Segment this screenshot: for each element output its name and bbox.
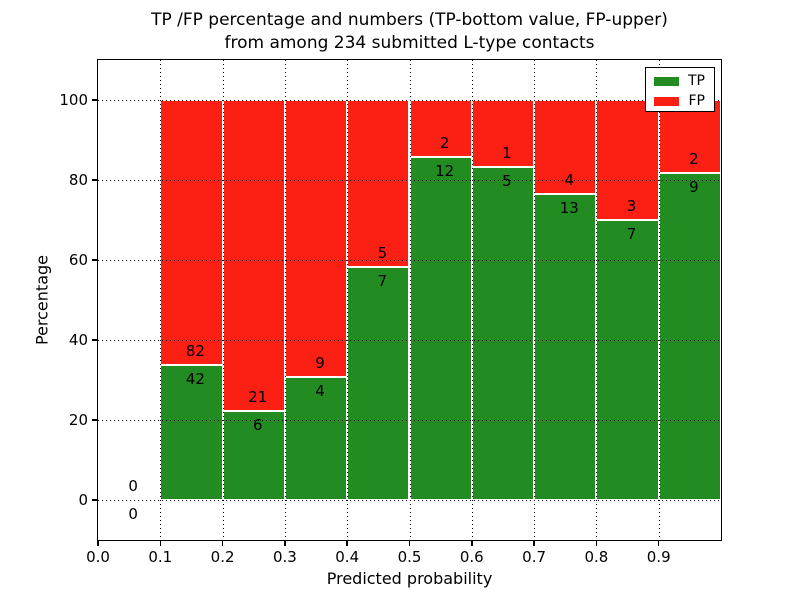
y-tick-label: 80 bbox=[68, 171, 88, 189]
x-tick-mark bbox=[471, 540, 473, 546]
x-tick-mark bbox=[221, 540, 224, 546]
chart-title-line-1: TP /FP percentage and numbers (TP-bottom… bbox=[151, 10, 668, 30]
x-tick-label: 0.6 bbox=[459, 548, 484, 566]
legend-entry: FP bbox=[646, 93, 714, 110]
tp-count-label: 13 bbox=[559, 199, 579, 218]
x-tick-label: 0.0 bbox=[86, 548, 110, 566]
bar-segment-fp bbox=[347, 100, 410, 267]
vertical-gridline bbox=[409, 60, 411, 540]
bar-segment-fp bbox=[658, 100, 721, 173]
fp-count-label: 5 bbox=[377, 243, 388, 262]
bar-segment-tp bbox=[534, 194, 597, 500]
bar-segment-fp bbox=[534, 100, 597, 195]
legend-swatch-fp bbox=[654, 97, 679, 106]
x-tick-label: 0.1 bbox=[148, 548, 173, 566]
tp-count-label: 9 bbox=[689, 177, 699, 196]
y-tick-label: 60 bbox=[68, 251, 88, 269]
x-tick-label: 0.3 bbox=[272, 548, 297, 566]
y-axis-label: Percentage bbox=[32, 254, 52, 346]
fp-count-label: 9 bbox=[315, 353, 325, 372]
legend-entry: TP bbox=[646, 73, 714, 90]
tp-count-label: 7 bbox=[626, 225, 637, 243]
legend-label-fp: FP bbox=[688, 93, 706, 109]
x-axis-label: Predicted probability bbox=[326, 569, 493, 588]
tp-count-label: 0 bbox=[128, 505, 138, 523]
y-tick-mark bbox=[92, 339, 98, 341]
bar-segment-tp bbox=[222, 411, 285, 500]
fp-count-label: 4 bbox=[564, 171, 575, 190]
tp-count-label: 12 bbox=[435, 162, 455, 181]
y-tick-label: 20 bbox=[68, 411, 88, 429]
bar-segment-fp bbox=[596, 100, 659, 220]
x-tick-mark bbox=[97, 540, 99, 546]
fp-count-label: 1 bbox=[502, 143, 512, 162]
legend-swatch-tp bbox=[654, 77, 679, 86]
bar-segment-fp bbox=[409, 100, 472, 158]
bar-segment-fp bbox=[160, 100, 223, 365]
bar-segment-tp bbox=[347, 266, 410, 500]
vertical-gridline bbox=[347, 60, 349, 540]
x-tick-label: 0.7 bbox=[522, 548, 547, 566]
vertical-gridline bbox=[222, 60, 224, 540]
y-tick-label: 40 bbox=[68, 331, 88, 349]
y-tick-label: 100 bbox=[59, 91, 88, 109]
x-tick-label: 0.2 bbox=[210, 548, 235, 566]
x-tick-mark bbox=[657, 540, 660, 546]
bar-segment-tp bbox=[160, 364, 223, 500]
fp-count-label: 3 bbox=[626, 197, 637, 215]
x-tick-mark bbox=[159, 540, 162, 546]
tp-count-label: 7 bbox=[377, 271, 388, 290]
bar-segment-tp bbox=[471, 166, 535, 500]
fp-count-label: 0 bbox=[128, 477, 138, 495]
y-tick-mark bbox=[92, 99, 98, 101]
vertical-gridline bbox=[658, 60, 660, 540]
y-tick-label: 0 bbox=[78, 491, 88, 509]
chart-title-line-2: from among 234 submitted L-type contacts bbox=[224, 33, 595, 53]
chart-title: TP /FP percentage and numbers (TP-bottom… bbox=[98, 9, 721, 55]
vertical-gridline bbox=[160, 60, 162, 540]
tp-count-label: 6 bbox=[252, 416, 263, 435]
x-tick-label: 0.9 bbox=[646, 548, 671, 566]
x-tick-mark bbox=[408, 540, 411, 546]
legend: TP FP bbox=[645, 67, 715, 112]
fp-count-label: 2 bbox=[689, 149, 699, 168]
x-tick-mark bbox=[284, 540, 286, 546]
fp-count-label: 2 bbox=[439, 134, 450, 153]
bar-segment-fp bbox=[284, 100, 348, 377]
vertical-gridline bbox=[534, 60, 536, 540]
y-tick-mark bbox=[92, 419, 98, 421]
y-tick-mark bbox=[92, 179, 98, 181]
vertical-gridline bbox=[284, 60, 286, 540]
y-tick-mark bbox=[92, 499, 98, 501]
bar-segment-tp bbox=[409, 157, 472, 500]
tp-count-label: 42 bbox=[185, 369, 205, 388]
x-tick-label: 0.4 bbox=[335, 548, 360, 566]
x-tick-mark bbox=[595, 540, 598, 546]
bar-segment-tp bbox=[596, 220, 659, 500]
legend-label-tp: TP bbox=[688, 73, 705, 89]
x-tick-mark bbox=[533, 540, 535, 546]
x-tick-mark bbox=[346, 540, 348, 546]
fp-count-label: 21 bbox=[248, 388, 268, 407]
x-tick-label: 0.8 bbox=[584, 548, 609, 566]
bar-segment-tp bbox=[658, 172, 721, 500]
bar-segment-fp bbox=[222, 100, 285, 412]
tp-count-label: 4 bbox=[315, 381, 325, 400]
fp-count-label: 82 bbox=[185, 341, 205, 360]
tp-count-label: 5 bbox=[502, 171, 512, 190]
x-tick-label: 0.5 bbox=[397, 548, 422, 566]
y-tick-mark bbox=[92, 259, 98, 261]
vertical-gridline bbox=[471, 60, 473, 540]
vertical-gridline bbox=[596, 60, 598, 540]
